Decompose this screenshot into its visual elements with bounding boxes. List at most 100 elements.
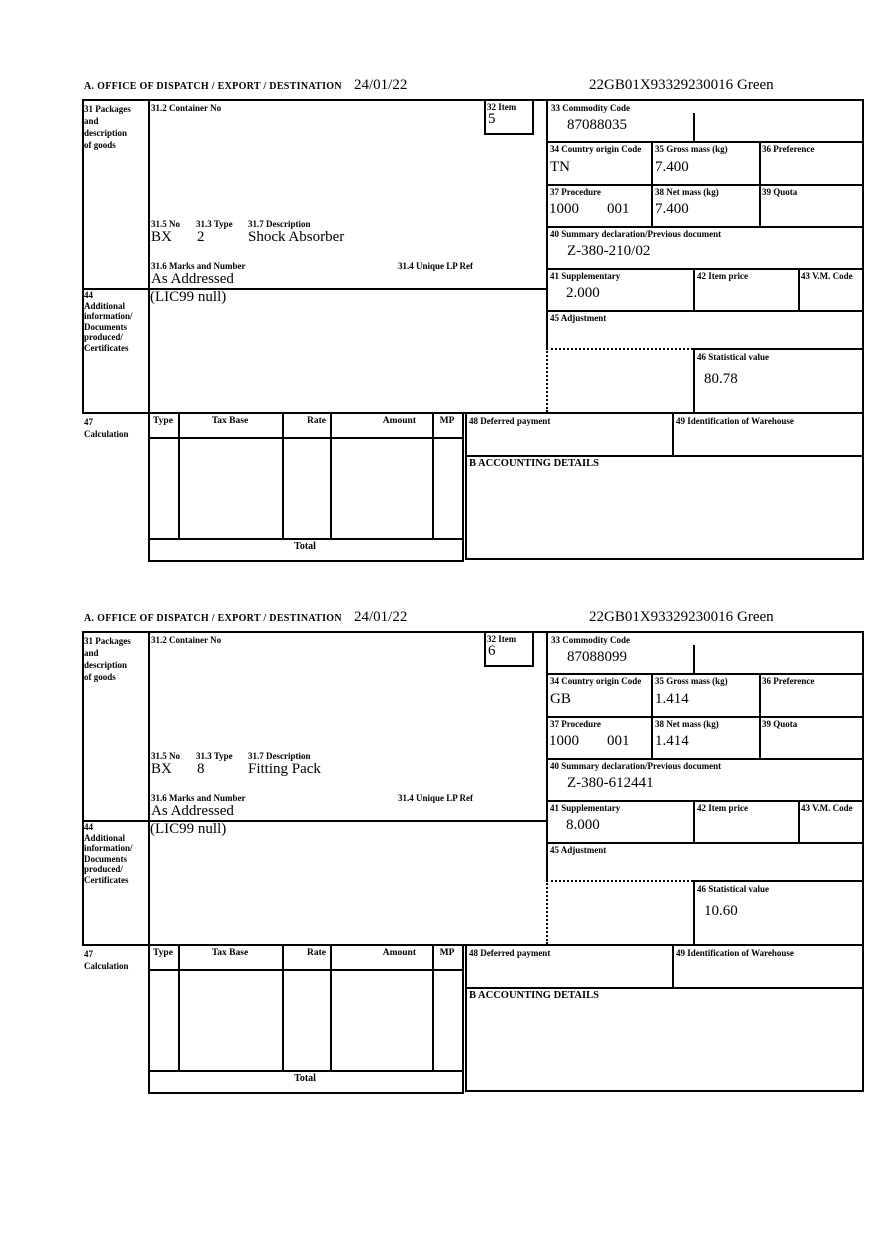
box31-side-label: 31 Packages and description of goods: [84, 104, 131, 150]
box44-side-label: 44 Additional information/ Documents pro…: [84, 290, 133, 353]
country-origin-label: 34 Country origin Code: [550, 676, 642, 686]
country-origin-value: GB: [550, 691, 571, 707]
divider-line: [546, 99, 548, 348]
gross-mass-label: 35 Gross mass (kg): [655, 676, 728, 686]
supplementary-label: 41 Supplementary: [550, 803, 621, 813]
divider-line: [148, 631, 150, 1094]
item-label: 32 Item: [487, 634, 517, 644]
container-no-label: 31.2 Container No: [151, 103, 222, 113]
commodity-code-value: 87088099: [567, 649, 627, 665]
divider-line: [672, 412, 674, 455]
divider-line: [651, 141, 653, 184]
divider-line: [546, 842, 864, 844]
item-price-label: 42 Item price: [697, 271, 748, 281]
procedure-code2-value: 001: [607, 201, 630, 217]
office-of-dispatch-label: A. OFFICE OF DISPATCH / EXPORT / DESTINA…: [84, 81, 342, 92]
divider-line: [330, 412, 332, 538]
divider-line: [462, 944, 464, 1094]
accounting-details-label: B ACCOUNTING DETAILS: [469, 990, 599, 1001]
packages-no-label: 31.5 No: [151, 751, 180, 761]
calc-col-rate: Rate: [307, 416, 326, 426]
divider-line: [532, 631, 534, 667]
divider-line: [484, 133, 534, 135]
routing-status: Green: [737, 609, 774, 625]
divider-line: [693, 348, 864, 350]
divider-line: [484, 665, 534, 667]
divider-line: [546, 226, 864, 228]
declaration-date: 24/01/22: [354, 77, 408, 93]
divider-line: [546, 184, 864, 186]
packages-no-value: BX: [151, 229, 172, 245]
calc-col-mp: MP: [439, 416, 455, 426]
declaration-date: 24/01/22: [354, 609, 408, 625]
country-origin-label: 34 Country origin Code: [550, 144, 642, 154]
divider-line: [693, 880, 695, 944]
deferred-payment-label: 48 Deferred payment: [469, 416, 551, 426]
packages-type-value: 2: [197, 229, 205, 245]
box31-side-label: 31 Packages and description of goods: [84, 636, 131, 682]
declaration-section: A. OFFICE OF DISPATCH / EXPORT / DESTINA…: [0, 609, 882, 1097]
divider-line: [465, 987, 864, 989]
divider-line: [532, 99, 534, 135]
vm-code-label: 43 V.M. Code: [801, 271, 853, 281]
dotted-divider-line: [546, 880, 693, 882]
divider-line: [148, 538, 464, 540]
procedure-label: 37 Procedure: [550, 187, 601, 197]
box44-side-label: 44 Additional information/ Documents pro…: [84, 822, 133, 885]
divider-line: [759, 141, 761, 184]
accounting-details-label: B ACCOUNTING DETAILS: [469, 458, 599, 469]
gross-mass-label: 35 Gross mass (kg): [655, 144, 728, 154]
divider-line: [148, 1070, 464, 1072]
divider-line: [546, 310, 864, 312]
divider-line: [282, 412, 284, 538]
commodity-code-label: 33 Commodity Code: [551, 635, 630, 645]
divider-line: [862, 631, 864, 1090]
office-of-dispatch-label: A. OFFICE OF DISPATCH / EXPORT / DESTINA…: [84, 613, 342, 624]
packages-no-value: BX: [151, 761, 172, 777]
quota-label: 39 Quota: [762, 719, 798, 729]
dotted-divider-line: [546, 880, 548, 944]
net-mass-label: 38 Net mass (kg): [655, 187, 719, 197]
unique-lp-ref-label: 31.4 Unique LP Ref: [398, 793, 474, 803]
country-origin-value: TN: [550, 159, 570, 175]
divider-line: [798, 800, 800, 842]
additional-information-value: (LIC99 null): [150, 289, 227, 305]
additional-information-value: (LIC99 null): [150, 821, 227, 837]
deferred-payment-label: 48 Deferred payment: [469, 948, 551, 958]
supplementary-value: 2.000: [566, 285, 600, 301]
divider-line: [651, 184, 653, 226]
preference-label: 36 Preference: [762, 144, 815, 154]
divider-line: [465, 412, 467, 558]
box47-side-label: 47 Calculation: [84, 949, 129, 971]
statistical-value: 10.60: [704, 903, 738, 919]
statistical-value: 80.78: [704, 371, 738, 387]
gross-mass-value: 7.400: [655, 159, 689, 175]
divider-line: [672, 944, 674, 987]
movement-reference-number: 22GB01X93329230016: [589, 77, 734, 93]
divider-line: [798, 268, 800, 310]
divider-line: [693, 800, 695, 842]
divider-line: [465, 944, 467, 1090]
divider-line: [546, 758, 864, 760]
goods-description-label: 31.7 Description: [248, 219, 311, 229]
adjustment-label: 45 Adjustment: [550, 313, 607, 323]
divider-line: [82, 820, 548, 822]
divider-line: [693, 113, 695, 141]
divider-line: [148, 437, 462, 439]
divider-line: [546, 141, 864, 143]
packages-type-value: 8: [197, 761, 205, 777]
supplementary-label: 41 Supplementary: [550, 271, 621, 281]
summary-declaration-label: 40 Summary declaration/Previous document: [550, 761, 722, 771]
divider-line: [693, 645, 695, 673]
divider-line: [465, 455, 864, 457]
divider-line: [82, 288, 548, 290]
divider-line: [330, 944, 332, 1070]
routing-status: Green: [737, 77, 774, 93]
adjustment-label: 45 Adjustment: [550, 845, 607, 855]
item-price-label: 42 Item price: [697, 803, 748, 813]
calc-col-amount: Amount: [382, 948, 416, 958]
calc-col-amount: Amount: [382, 416, 416, 426]
divider-line: [432, 412, 434, 538]
marks-and-number-label: 31.6 Marks and Number: [151, 261, 246, 271]
divider-line: [82, 631, 864, 633]
